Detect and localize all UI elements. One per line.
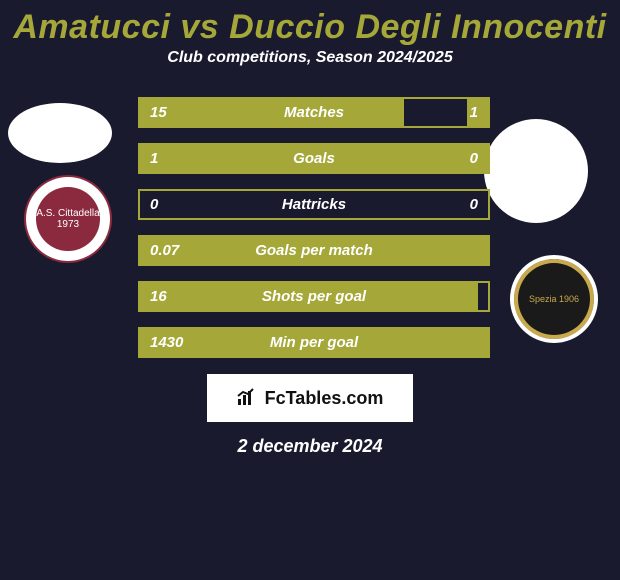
bar-value-left: 15 xyxy=(140,104,190,121)
bar-value-left: 0.07 xyxy=(140,242,190,259)
bar-value-left: 1 xyxy=(140,150,190,167)
stat-bar: 15Matches1 xyxy=(138,97,490,128)
club-left-badge: A.S. Cittadella 1973 xyxy=(24,175,112,263)
bar-value-left: 1430 xyxy=(140,334,190,351)
club-right-badge: Spezia 1906 xyxy=(510,255,598,343)
stats-bars: 15Matches11Goals00Hattricks00.07Goals pe… xyxy=(138,97,490,358)
bar-value-right: 0 xyxy=(438,196,488,213)
stat-bar: 1430Min per goal xyxy=(138,327,490,358)
bar-label: Shots per goal xyxy=(190,288,438,305)
bar-label: Matches xyxy=(190,104,438,121)
stat-bar: 0.07Goals per match xyxy=(138,235,490,266)
bar-value-right: 1 xyxy=(438,104,488,121)
stat-bar: 1Goals0 xyxy=(138,143,490,174)
club-right-label: Spezia 1906 xyxy=(522,267,586,331)
bar-label: Goals xyxy=(190,150,438,167)
chart-icon xyxy=(237,388,259,409)
comparison-panel: A.S. Cittadella 1973 Spezia 1906 15Match… xyxy=(0,97,620,457)
bar-value-left: 0 xyxy=(140,196,190,213)
player-left-avatar xyxy=(8,103,112,163)
date-text: 2 december 2024 xyxy=(0,436,620,457)
page-title: Amatucci vs Duccio Degli Innocenti xyxy=(0,0,620,49)
bar-label: Goals per match xyxy=(190,242,438,259)
stat-bar: 0Hattricks0 xyxy=(138,189,490,220)
player-right-avatar xyxy=(484,119,588,223)
brand-badge: FcTables.com xyxy=(207,374,413,422)
bar-label: Hattricks xyxy=(190,196,438,213)
bar-value-left: 16 xyxy=(140,288,190,305)
bar-label: Min per goal xyxy=(190,334,438,351)
club-left-label: A.S. Cittadella 1973 xyxy=(36,187,100,251)
bar-value-right: 0 xyxy=(438,150,488,167)
stat-bar: 16Shots per goal xyxy=(138,281,490,312)
subtitle: Club competitions, Season 2024/2025 xyxy=(0,49,620,67)
brand-text: FcTables.com xyxy=(265,388,384,409)
